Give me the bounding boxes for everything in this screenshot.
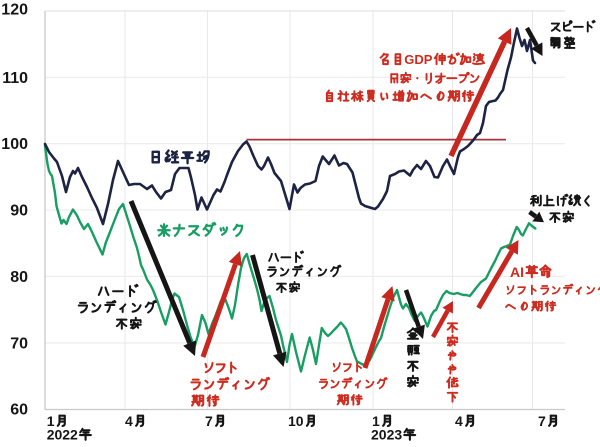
svg-text:70: 70	[10, 336, 28, 353]
svg-text:GDP: GDP	[404, 52, 433, 67]
svg-text:1: 1	[372, 413, 380, 429]
svg-text:4: 4	[455, 413, 463, 429]
svg-text:AI: AI	[510, 264, 524, 280]
svg-text:7: 7	[538, 413, 546, 429]
svg-text:1: 1	[47, 413, 55, 429]
svg-text:60: 60	[10, 402, 28, 419]
svg-text:4: 4	[125, 413, 133, 429]
svg-text:90: 90	[10, 203, 28, 220]
svg-text:2023: 2023	[371, 427, 402, 443]
svg-text:10: 10	[288, 413, 304, 429]
svg-text:120: 120	[1, 2, 28, 19]
svg-text:80: 80	[10, 269, 28, 286]
svg-text:100: 100	[1, 136, 28, 153]
svg-text:2022: 2022	[47, 427, 78, 443]
svg-text:110: 110	[2, 70, 28, 87]
svg-text:7: 7	[205, 413, 213, 429]
